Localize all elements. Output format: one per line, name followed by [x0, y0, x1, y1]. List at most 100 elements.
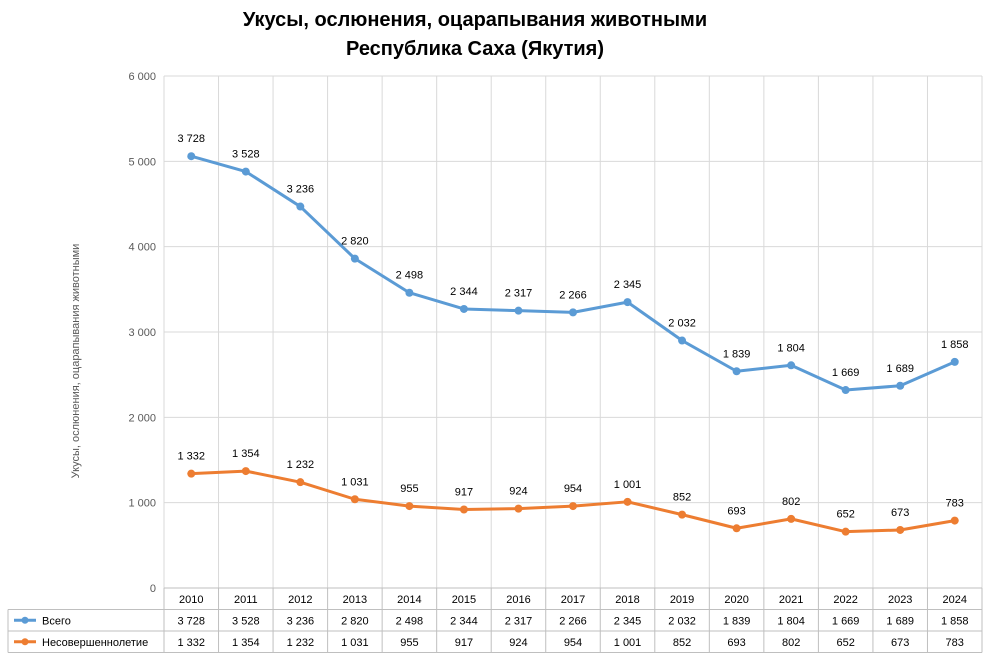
x-category-label: 2011 — [234, 594, 258, 606]
data-label: 3 528 — [232, 149, 260, 161]
data-label: 924 — [509, 486, 527, 498]
table-cell-value: 1 804 — [777, 615, 805, 627]
data-point — [732, 524, 741, 533]
data-label: 1 232 — [287, 459, 315, 471]
data-point — [514, 306, 523, 315]
data-point — [787, 514, 796, 523]
data-point — [623, 497, 632, 506]
data-point — [459, 304, 468, 313]
data-label: 783 — [946, 498, 964, 510]
data-label: 2 820 — [341, 236, 369, 248]
data-point — [187, 152, 196, 161]
table-cell-value: 852 — [673, 637, 691, 649]
table-cell-value: 2 498 — [396, 615, 424, 627]
table-cell-value: 3 236 — [287, 615, 315, 627]
legend-series-name: Несовершеннолетие — [42, 637, 148, 649]
data-point — [405, 288, 414, 297]
x-category-label: 2023 — [888, 594, 912, 606]
data-point — [241, 467, 250, 476]
data-label: 2 344 — [450, 286, 478, 298]
data-label: 1 804 — [777, 342, 805, 354]
table-cell-value: 1 332 — [178, 637, 206, 649]
legend-series-name: Всего — [42, 615, 71, 627]
data-point — [569, 308, 577, 317]
data-label: 1 001 — [614, 479, 642, 491]
x-category-label: 2015 — [452, 594, 476, 606]
x-category-label: 2013 — [343, 594, 367, 606]
data-label: 1 354 — [232, 448, 260, 460]
data-point — [950, 516, 959, 525]
table-cell-value: 1 839 — [723, 615, 751, 627]
data-label: 917 — [455, 486, 473, 498]
x-category-label: 2022 — [833, 594, 857, 606]
x-category-label: 2014 — [397, 594, 421, 606]
table-cell-value: 2 317 — [505, 615, 533, 627]
data-point — [896, 381, 905, 390]
table-cell-value: 673 — [891, 637, 909, 649]
data-label: 2 317 — [505, 288, 533, 300]
table-cell-value: 917 — [455, 637, 473, 649]
data-point — [678, 510, 687, 519]
data-labels: 3 728 3 528 3 236 2 820 2 498 2 344 2 317 2 266… — [178, 133, 969, 520]
gridlines — [163, 75, 983, 589]
x-category-label: 2024 — [942, 594, 966, 606]
data-point — [405, 502, 414, 511]
table-cell-value: 2 032 — [668, 615, 696, 627]
table-cell-value: 1 001 — [614, 637, 642, 649]
data-label: 1 839 — [723, 348, 751, 360]
y-tick-label: 3 000 — [128, 327, 156, 339]
data-label: 673 — [891, 507, 909, 519]
data-point — [896, 525, 905, 534]
y-tick-label: 6 000 — [128, 71, 156, 83]
table-cell-value: 954 — [564, 637, 582, 649]
table-cell-value: 783 — [946, 637, 964, 649]
data-point — [296, 202, 305, 211]
data-label: 2 498 — [396, 270, 424, 282]
x-category-label: 2010 — [179, 594, 203, 606]
data-label: 955 — [400, 483, 418, 495]
table-cell-value: 2 344 — [450, 615, 478, 627]
table-cell-value: 2 820 — [341, 615, 369, 627]
data-point — [296, 478, 305, 487]
data-label: 693 — [727, 505, 745, 517]
data-label: 2 032 — [668, 318, 696, 330]
data-point — [623, 298, 632, 307]
table-cell-value: 1 669 — [832, 615, 860, 627]
table-cell-value: 652 — [836, 637, 854, 649]
y-tick-label: 2 000 — [128, 412, 156, 424]
table-cell-value: 2 266 — [559, 615, 587, 627]
data-label: 954 — [564, 483, 582, 495]
data-label: 1 332 — [178, 451, 206, 463]
x-category-label: 2020 — [724, 594, 748, 606]
legend-key-marker — [21, 616, 29, 624]
data-point — [678, 336, 687, 345]
y-tick-label: 1 000 — [128, 498, 156, 510]
x-category-label: 2021 — [779, 594, 803, 606]
series-line — [189, 469, 957, 534]
x-category-label: 2016 — [506, 594, 530, 606]
data-point — [241, 167, 250, 176]
series-layer — [187, 152, 959, 536]
table-cell-value: 2 345 — [614, 615, 642, 627]
table-cell-value: 802 — [782, 637, 800, 649]
data-label: 1 858 — [941, 339, 969, 351]
x-category-label: 2018 — [615, 594, 639, 606]
data-label: 3 728 — [178, 133, 206, 145]
table-cell-value: 924 — [509, 637, 527, 649]
data-label: 3 236 — [287, 184, 315, 196]
data-label: 1 031 — [341, 476, 369, 488]
table-cell-value: 3 528 — [232, 615, 260, 627]
table-cell-value: 1 689 — [886, 615, 914, 627]
table-cell-value: 1 232 — [287, 637, 315, 649]
x-category-label: 2012 — [288, 594, 312, 606]
data-point — [459, 505, 468, 514]
data-point — [187, 469, 196, 478]
chart-title: Укусы, ослюнения, оцарапывания животными — [243, 9, 707, 31]
table-cell-value: 693 — [727, 637, 745, 649]
table-cell-value: 1 354 — [232, 637, 260, 649]
data-label: 652 — [836, 509, 854, 521]
data-label: 2 266 — [559, 289, 587, 301]
data-point — [787, 361, 796, 370]
table-cell-value: 3 728 — [178, 615, 206, 627]
legend-key-marker — [21, 638, 29, 646]
